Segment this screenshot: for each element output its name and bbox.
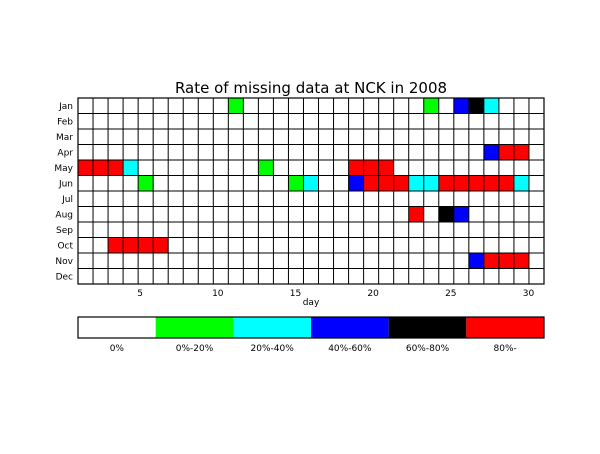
legend-label: 40%-60% — [328, 344, 372, 354]
heatmap-cell — [138, 175, 154, 191]
heatmap-cell — [453, 206, 469, 222]
month-label: Jan — [58, 102, 73, 112]
heatmap-cell — [363, 175, 379, 191]
legend-label: 0% — [110, 344, 125, 354]
heatmap-cell — [438, 175, 454, 191]
heatmap-cell — [453, 175, 469, 191]
x-tick-label: 30 — [523, 289, 535, 299]
heatmap-cell — [78, 160, 94, 176]
heatmap-cell — [378, 175, 394, 191]
heatmap-cell — [138, 237, 154, 253]
heatmap-cell — [483, 175, 499, 191]
month-label: Jul — [61, 195, 73, 205]
month-label: Aug — [55, 210, 73, 220]
x-tick-label: 10 — [212, 289, 224, 299]
month-label: Feb — [57, 117, 73, 127]
heatmap-cell — [348, 175, 364, 191]
heatmap-cell — [93, 160, 109, 176]
heatmap-cell — [108, 237, 124, 253]
heatmap-cell — [153, 237, 169, 253]
legend-swatch — [233, 317, 311, 338]
month-label: Mar — [56, 133, 73, 143]
x-tick-label: 25 — [445, 289, 456, 299]
heatmap-cell — [108, 160, 124, 176]
legend-label: 60%-80% — [406, 344, 450, 354]
heatmap-cell — [258, 160, 274, 176]
legend-swatch — [466, 317, 544, 338]
month-label: May — [54, 164, 73, 174]
heatmap-grid — [77, 97, 545, 285]
plot-frame — [77, 97, 545, 285]
month-label: Jun — [58, 179, 73, 189]
heatmap-cell — [453, 98, 469, 114]
heatmap-cell — [423, 175, 439, 191]
heatmap-cell — [513, 253, 529, 269]
heatmap-cell — [363, 160, 379, 176]
legend-swatch — [311, 317, 389, 338]
color-legend: 0% 0%-20% 20%-40% 40%-60% 60%-80% 80%- — [77, 316, 545, 354]
month-label: Nov — [55, 257, 73, 267]
heatmap-cell — [468, 253, 484, 269]
heatmap-cell — [513, 144, 529, 160]
heatmap-cell — [498, 253, 514, 269]
heatmap-cell — [123, 237, 139, 253]
heatmap-cell — [498, 175, 514, 191]
x-tick-label: 5 — [137, 289, 143, 299]
month-label: Oct — [57, 241, 73, 251]
heatmap-cell — [123, 160, 139, 176]
legend-swatch — [388, 317, 467, 338]
heatmap-cell — [483, 253, 499, 269]
month-label: Apr — [57, 148, 73, 158]
heatmap-cell — [393, 175, 409, 191]
heatmap-cell — [498, 144, 514, 160]
heatmap-cell — [423, 98, 439, 114]
legend-label: 20%-40% — [251, 344, 295, 354]
x-axis-ticks: 5 10 15 20 25 30 — [137, 289, 534, 299]
heatmap-cells — [78, 98, 529, 269]
legend-frame — [77, 316, 545, 339]
heatmap-cell — [348, 160, 364, 176]
heatmap-cell — [438, 206, 454, 222]
legend-label: 80%- — [494, 344, 517, 354]
heatmap-cell — [468, 98, 484, 114]
x-axis-label: day — [303, 298, 320, 308]
legend-swatch — [155, 317, 234, 338]
month-label: Dec — [56, 272, 73, 282]
heatmap-cell — [288, 175, 304, 191]
legend-label: 0%-20% — [176, 344, 214, 354]
heatmap-cell — [468, 175, 484, 191]
chart-title: Rate of missing data at NCK in 2008 — [175, 79, 447, 97]
heatmap-cell — [228, 98, 244, 114]
heatmap-cell — [303, 175, 319, 191]
x-tick-label: 15 — [290, 289, 301, 299]
x-tick-label: 20 — [367, 289, 379, 299]
heatmap-cell — [408, 175, 424, 191]
heatmap-cell — [483, 144, 499, 160]
heatmap-cell — [483, 98, 499, 114]
heatmap-cell — [513, 175, 529, 191]
month-label: Sep — [56, 226, 73, 236]
month-labels: Jan Feb Mar Apr May Jun Jul Aug Sep Oct Nov Dec — [54, 102, 73, 283]
heatmap-cell — [378, 160, 394, 176]
legend-swatch — [78, 317, 156, 338]
heatmap-cell — [408, 206, 424, 222]
